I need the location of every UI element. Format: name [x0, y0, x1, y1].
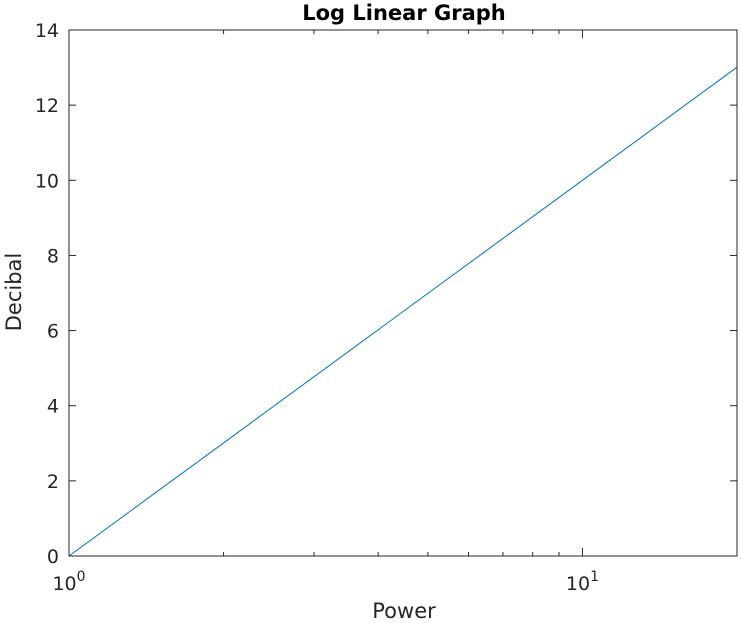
y-axis: 0 2 4 6 8 10 12 14 — [35, 20, 737, 568]
y-tick-label: 0 — [47, 546, 59, 568]
x-tick-exponent: 1 — [590, 569, 599, 585]
y-tick-label: 10 — [35, 170, 59, 192]
x-tick-base: 10 — [566, 573, 590, 595]
y-tick-label: 8 — [47, 245, 59, 267]
series-line-0 — [68, 66, 738, 557]
x-tick-exponent: 0 — [77, 569, 86, 585]
plot-frame — [68, 29, 738, 557]
y-axis-label: Decibal — [2, 253, 26, 332]
plot-area — [68, 29, 738, 557]
chart-title: Log Linear Graph — [302, 1, 506, 25]
y-tick-label: 4 — [47, 396, 59, 418]
y-tick-label: 14 — [35, 20, 59, 42]
x-tick-label: 100 — [52, 569, 85, 595]
series-layer — [68, 66, 738, 557]
x-axis-label: Power — [372, 599, 436, 623]
x-axis: 100 101 — [52, 30, 738, 595]
x-tick-base: 10 — [52, 573, 76, 595]
x-tick-label: 101 — [566, 569, 599, 595]
y-tick-label: 2 — [47, 471, 59, 493]
y-tick-label: 12 — [35, 95, 59, 117]
y-tick-label: 6 — [47, 321, 59, 343]
